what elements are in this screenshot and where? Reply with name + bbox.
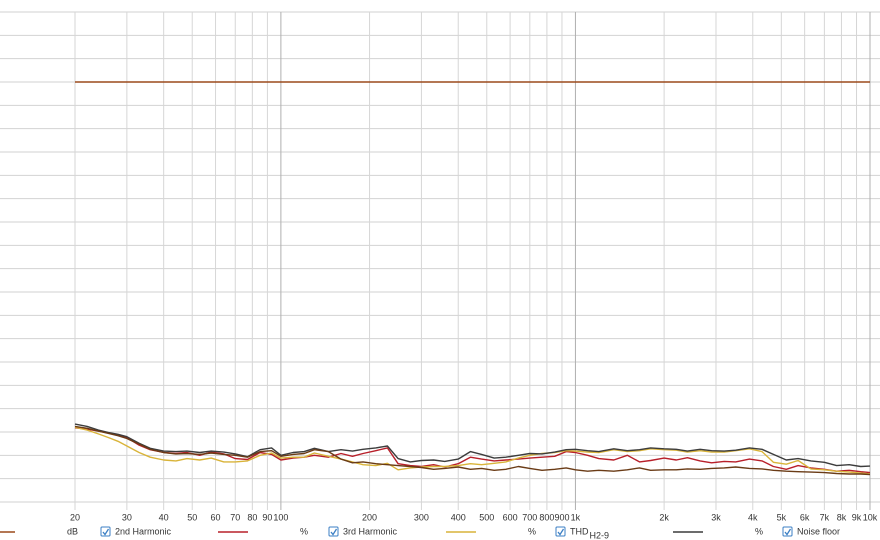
series-line: [74, 423, 871, 468]
legend-label: 2nd Harmonic: [115, 526, 172, 536]
x-tick-label: 600: [503, 512, 518, 522]
x-tick-label: 50: [187, 512, 197, 522]
legend-unit: %: [528, 526, 536, 536]
x-tick-label: 4k: [748, 512, 758, 522]
x-tick-label: 1k: [571, 512, 581, 522]
checkmark: [784, 528, 792, 536]
checkmark: [102, 528, 110, 536]
x-tick-label: 400: [451, 512, 466, 522]
x-tick-label: 70: [230, 512, 240, 522]
x-tick-label: 9k: [852, 512, 862, 522]
legend-toggle[interactable]: [555, 526, 566, 537]
legend-label: THD: [570, 526, 589, 536]
series-line: [74, 427, 871, 474]
x-tick-label: 40: [159, 512, 169, 522]
legend-toggle[interactable]: [100, 526, 111, 537]
x-tick-label: 80: [247, 512, 257, 522]
x-tick-label: 20: [70, 512, 80, 522]
checkmark: [330, 528, 338, 536]
x-tick-label: 2k: [659, 512, 669, 522]
x-tick-label: 90: [262, 512, 272, 522]
legend-toggle[interactable]: [782, 526, 793, 537]
x-tick-label: 3k: [711, 512, 721, 522]
x-tick-label: 7k: [820, 512, 830, 522]
x-tick-label: 800: [539, 512, 554, 522]
legend-label: 3rd Harmonic: [343, 526, 398, 536]
x-tick-label: 5k: [777, 512, 787, 522]
x-tick-label: 30: [122, 512, 132, 522]
x-tick-label: 900: [554, 512, 569, 522]
legend-unit: %: [755, 526, 763, 536]
legend-toggle[interactable]: [328, 526, 339, 537]
series-line: [74, 426, 871, 475]
x-tick-label: 6k: [800, 512, 810, 522]
legend-unit: %: [300, 526, 308, 536]
x-tick-label: 8k: [837, 512, 847, 522]
legend-unit: dB: [67, 526, 78, 536]
x-tick-label: 300: [414, 512, 429, 522]
x-tick-label: 100: [273, 512, 288, 522]
legend-label: Noise floor: [797, 526, 840, 536]
legend-label-sub: H2-9: [590, 530, 610, 540]
x-tick-label: 700: [522, 512, 537, 522]
checkmark: [557, 528, 565, 536]
x-tick-label: 500: [479, 512, 494, 522]
x-tick-label: 200: [362, 512, 377, 522]
x-tick-label: 60: [211, 512, 221, 522]
series-line: [74, 425, 871, 476]
x-tick-label: 10k: [863, 512, 878, 522]
